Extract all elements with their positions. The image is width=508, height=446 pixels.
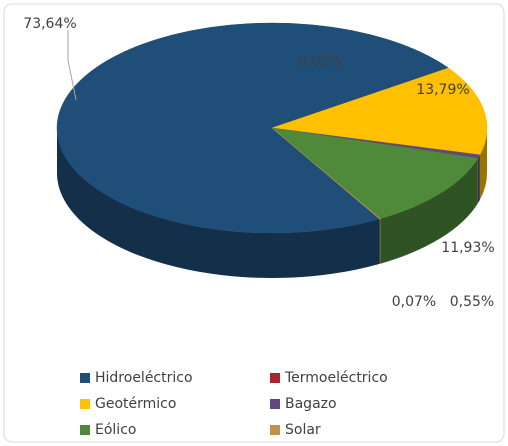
legend-swatch (270, 373, 280, 383)
data-label: 73,64% (23, 16, 76, 32)
slice-side (57, 128, 380, 278)
legend-label: Eólico (95, 422, 136, 438)
data-label: 13,79% (416, 82, 469, 98)
legend-swatch (80, 425, 90, 435)
slice-side (379, 218, 381, 264)
slice-side (479, 128, 487, 200)
slice-side (380, 158, 478, 264)
legend-swatch (270, 425, 280, 435)
slice (271, 127, 381, 220)
data-label: 11,93% (441, 240, 494, 256)
slice (271, 67, 488, 156)
legend-swatch (80, 373, 90, 383)
slice-side (477, 154, 480, 204)
legend-swatch (80, 399, 90, 409)
leader-line (67, 30, 77, 101)
legend-swatch (270, 399, 280, 409)
slice (56, 22, 449, 234)
data-label: 0,02% (298, 54, 342, 70)
legend-label: Solar (285, 422, 321, 438)
data-label: 0,55% (450, 294, 494, 310)
slice (271, 127, 479, 219)
legend-label: Hidroeléctrico (95, 370, 193, 386)
legend-label: Geotérmico (95, 396, 176, 412)
legend-label: Bagazo (285, 396, 337, 412)
legend-label: Termoeléctrico (284, 370, 388, 386)
data-label: 0,07% (392, 294, 436, 310)
